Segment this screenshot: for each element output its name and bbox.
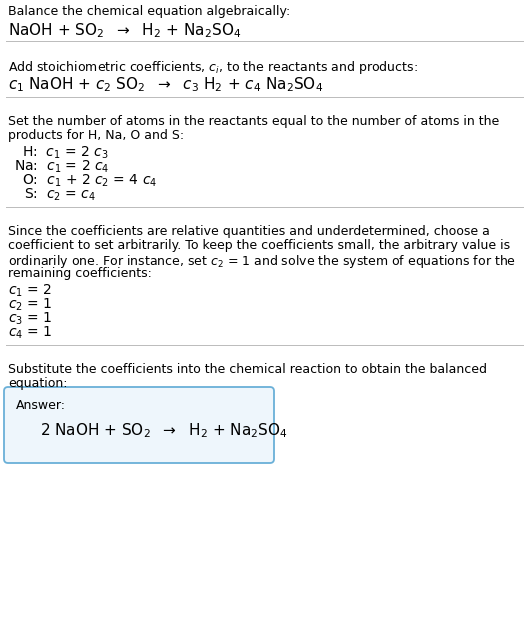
Text: S:  $c_2$ = $c_4$: S: $c_2$ = $c_4$ (24, 187, 96, 203)
Text: Set the number of atoms in the reactants equal to the number of atoms in the: Set the number of atoms in the reactants… (8, 115, 499, 128)
Text: ordinarily one. For instance, set $c_2$ = 1 and solve the system of equations fo: ordinarily one. For instance, set $c_2$ … (8, 253, 516, 270)
Text: NaOH + SO$_2$  $\rightarrow$  H$_2$ + Na$_2$SO$_4$: NaOH + SO$_2$ $\rightarrow$ H$_2$ + Na$_… (8, 21, 241, 40)
Text: Answer:: Answer: (16, 399, 66, 412)
Text: $c_3$ = 1: $c_3$ = 1 (8, 311, 52, 327)
Text: remaining coefficients:: remaining coefficients: (8, 267, 152, 280)
Text: $c_4$ = 1: $c_4$ = 1 (8, 325, 52, 341)
Text: $c_2$ = 1: $c_2$ = 1 (8, 297, 52, 314)
Text: products for H, Na, O and S:: products for H, Na, O and S: (8, 129, 184, 142)
Text: coefficient to set arbitrarily. To keep the coefficients small, the arbitrary va: coefficient to set arbitrarily. To keep … (8, 239, 510, 252)
FancyBboxPatch shape (4, 387, 274, 463)
Text: $c_1$ NaOH + $c_2$ SO$_2$  $\rightarrow$  $c_3$ H$_2$ + $c_4$ Na$_2$SO$_4$: $c_1$ NaOH + $c_2$ SO$_2$ $\rightarrow$ … (8, 75, 323, 93)
Text: Substitute the coefficients into the chemical reaction to obtain the balanced: Substitute the coefficients into the che… (8, 363, 487, 376)
Text: Add stoichiometric coefficients, $c_i$, to the reactants and products:: Add stoichiometric coefficients, $c_i$, … (8, 59, 418, 76)
Text: equation:: equation: (8, 377, 68, 390)
Text: 2 NaOH + SO$_2$  $\rightarrow$  H$_2$ + Na$_2$SO$_4$: 2 NaOH + SO$_2$ $\rightarrow$ H$_2$ + Na… (40, 421, 288, 440)
Text: O:  $c_1$ + 2 $c_2$ = 4 $c_4$: O: $c_1$ + 2 $c_2$ = 4 $c_4$ (22, 173, 158, 189)
Text: H:  $c_1$ = 2 $c_3$: H: $c_1$ = 2 $c_3$ (22, 145, 109, 161)
Text: $c_1$ = 2: $c_1$ = 2 (8, 283, 52, 300)
Text: Balance the chemical equation algebraically:: Balance the chemical equation algebraica… (8, 5, 290, 18)
Text: Since the coefficients are relative quantities and underdetermined, choose a: Since the coefficients are relative quan… (8, 225, 490, 238)
Text: Na:  $c_1$ = 2 $c_4$: Na: $c_1$ = 2 $c_4$ (14, 159, 110, 176)
